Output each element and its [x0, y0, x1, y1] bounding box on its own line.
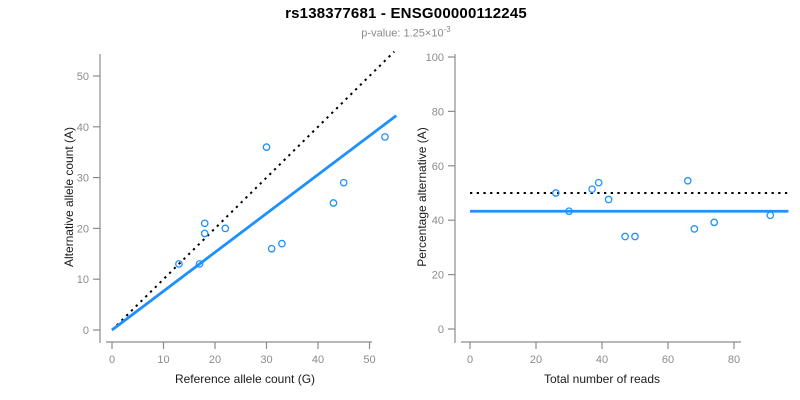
- x-tick-label: 10: [157, 354, 169, 366]
- right-x-axis-label: Total number of reads: [543, 372, 661, 386]
- data-point: [262, 143, 271, 151]
- x-tick-label: 30: [260, 354, 272, 366]
- identity-line: [111, 50, 395, 331]
- data-point: [329, 199, 338, 207]
- right-y-axis-label: Percentage alternative (A): [415, 127, 429, 267]
- data-point: [339, 178, 348, 187]
- left-y-axis-label: Alternative allele count (A): [62, 126, 76, 268]
- data-point: [267, 244, 276, 253]
- data-point: [766, 211, 775, 220]
- data-point: [683, 176, 692, 185]
- x-tick-label: 20: [530, 354, 542, 366]
- y-tick-label: 60: [432, 161, 444, 173]
- data-point: [631, 232, 639, 241]
- data-point: [381, 133, 389, 141]
- y-tick-label: 50: [77, 71, 89, 83]
- y-tick-label: 20: [77, 223, 89, 235]
- y-tick-label: 10: [77, 274, 89, 286]
- data-point: [175, 260, 183, 268]
- data-point: [690, 225, 699, 233]
- left-scatter-plot: 0 10 20 30 40 50 0 10 20 30 40 50: [77, 50, 398, 366]
- data-point: [200, 229, 209, 238]
- x-tick-label: 0: [467, 354, 473, 366]
- y-tick-label: 40: [77, 122, 89, 134]
- x-tick-label: 80: [728, 354, 740, 366]
- y-tick-label: 40: [432, 215, 444, 227]
- p-value-text: p-value: 1.25×10: [361, 27, 444, 40]
- data-point: [621, 232, 629, 241]
- x-tick-label: 50: [363, 354, 375, 366]
- x-tick-label: 20: [209, 354, 221, 366]
- y-tick-label: 0: [83, 325, 89, 337]
- y-tick-label: 30: [77, 173, 89, 185]
- y-tick-label: 100: [426, 52, 444, 64]
- x-tick-label: 40: [596, 354, 608, 366]
- data-point: [278, 239, 286, 248]
- data-point: [200, 219, 209, 228]
- right-scatter-plot: 0 20 40 60 80 100 0 20 40 60 80: [426, 52, 789, 366]
- x-tick-label: 0: [109, 354, 115, 366]
- y-tick-label: 20: [432, 270, 444, 282]
- data-point: [565, 207, 573, 216]
- plot-title: rs138377681 - ENSG00000112245: [285, 5, 527, 22]
- plot-subtitle: p-value: 1.25×10-3: [10, 25, 800, 40]
- data-point: [195, 260, 204, 268]
- left-x-axis-label: Reference allele count (G): [174, 372, 316, 386]
- y-tick-label: 80: [432, 106, 444, 118]
- x-tick-label: 60: [662, 354, 674, 366]
- data-point: [604, 195, 613, 204]
- data-point: [710, 218, 719, 227]
- data-point: [594, 178, 603, 187]
- x-tick-label: 40: [312, 354, 324, 366]
- y-tick-label: 0: [438, 324, 444, 336]
- p-value-exponent: -3: [443, 25, 451, 34]
- data-point: [551, 189, 560, 197]
- data-point: [221, 224, 230, 233]
- fit-line: [111, 114, 398, 332]
- data-point: [588, 185, 596, 194]
